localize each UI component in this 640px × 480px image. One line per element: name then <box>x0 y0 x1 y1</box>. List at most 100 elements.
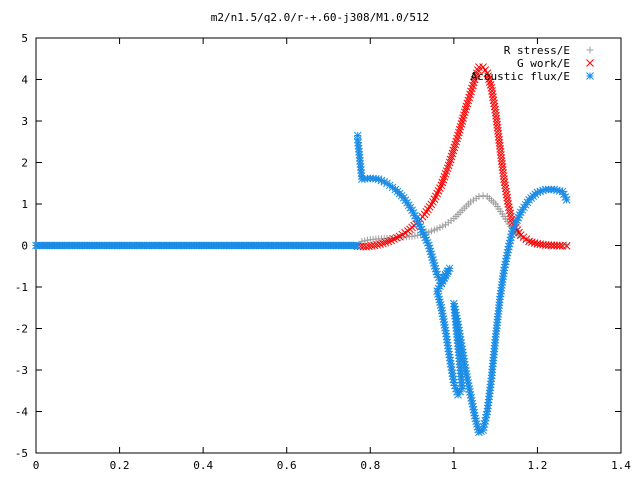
data-point <box>447 366 456 374</box>
data-point <box>452 137 461 146</box>
x-tick-label: 0.2 <box>110 459 130 472</box>
data-point <box>487 83 496 92</box>
data-point <box>446 155 455 164</box>
data-point <box>381 238 390 247</box>
data-point <box>449 146 458 155</box>
data-point <box>502 190 511 199</box>
data-point <box>422 208 431 216</box>
data-point <box>457 120 466 128</box>
x-tick-label: 0.4 <box>193 459 213 472</box>
series-1 <box>353 63 571 251</box>
legend-marker <box>586 72 594 80</box>
data-point <box>438 178 447 187</box>
data-point <box>562 242 571 250</box>
data-point <box>455 125 464 134</box>
data-point <box>460 360 469 369</box>
legend-label: G work/E <box>517 57 570 70</box>
data-point <box>562 195 571 204</box>
x-tick-label: 1 <box>451 459 458 472</box>
legend-marker <box>586 59 594 67</box>
data-point <box>486 81 495 89</box>
x-tick-label: 0.8 <box>360 459 380 472</box>
x-tick-label: 0 <box>33 459 40 472</box>
data-point <box>376 240 384 248</box>
data-point <box>488 87 496 95</box>
data-point <box>458 117 467 125</box>
data-point <box>491 105 499 114</box>
data-point <box>466 90 474 99</box>
data-point <box>500 178 509 187</box>
data-point <box>506 209 515 218</box>
y-tick-label: -1 <box>15 281 28 294</box>
data-point <box>464 96 473 105</box>
data-point <box>454 131 462 140</box>
data-point <box>507 233 515 242</box>
data-point <box>462 102 471 111</box>
data-point <box>461 105 470 114</box>
data-point <box>453 134 461 143</box>
y-tick-label: 4 <box>21 74 28 87</box>
data-point <box>424 205 432 214</box>
data-point <box>504 200 513 208</box>
data-point <box>459 114 467 122</box>
data-point <box>439 175 448 184</box>
y-tick-label: -4 <box>15 406 29 419</box>
data-point <box>507 212 515 221</box>
data-point <box>528 238 536 247</box>
data-point <box>489 96 498 105</box>
y-tick-label: 0 <box>21 240 28 253</box>
data-point <box>479 192 487 200</box>
data-point <box>380 178 389 186</box>
y-tick-label: 1 <box>21 198 28 211</box>
series-layer <box>32 63 571 437</box>
data-point <box>488 90 497 98</box>
data-point <box>443 164 452 173</box>
data-point <box>469 78 478 87</box>
data-point <box>483 69 492 78</box>
data-point <box>450 143 459 152</box>
data-point <box>490 99 498 108</box>
data-point <box>455 128 463 137</box>
data-point <box>563 241 571 249</box>
data-point <box>425 203 434 211</box>
data-point <box>451 140 460 149</box>
data-point <box>353 241 361 250</box>
data-point <box>378 239 387 248</box>
data-point <box>525 237 533 246</box>
data-point <box>469 81 477 90</box>
data-point <box>501 181 509 190</box>
data-point <box>505 203 513 211</box>
data-point <box>463 99 472 108</box>
data-point <box>445 158 454 167</box>
data-point <box>441 170 450 178</box>
data-point <box>467 87 475 96</box>
data-point <box>490 102 499 111</box>
legend-marker <box>586 46 594 54</box>
data-point <box>456 122 465 131</box>
x-tick-label: 0.6 <box>277 459 297 472</box>
legend-label: Acoustic flux/E <box>471 70 570 83</box>
data-point <box>489 93 497 101</box>
y-tick-label: -3 <box>15 364 28 377</box>
series-3 <box>32 241 361 250</box>
data-point <box>440 172 449 181</box>
y-tick-label: 2 <box>21 157 28 170</box>
data-point <box>420 210 429 219</box>
data-point <box>437 181 446 190</box>
data-point <box>555 241 564 250</box>
data-point <box>442 167 451 175</box>
data-point <box>475 193 483 201</box>
y-tick-label: 3 <box>21 115 28 128</box>
data-point <box>460 108 469 117</box>
data-point <box>485 75 493 83</box>
axis-ticks: 0 0.2 0.4 0.6 0.8 1 1.2 1.4 5 4 3 2 1 0 -1 -2 -3 -4 -5 <box>15 32 632 472</box>
x-tick-label: 1.4 <box>611 459 631 472</box>
data-point <box>444 161 453 170</box>
data-point <box>505 206 514 215</box>
data-point <box>465 93 474 102</box>
data-point <box>431 264 440 273</box>
data-point <box>460 111 468 120</box>
data-point <box>499 172 508 180</box>
